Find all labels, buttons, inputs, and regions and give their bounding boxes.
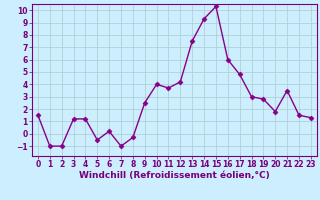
- X-axis label: Windchill (Refroidissement éolien,°C): Windchill (Refroidissement éolien,°C): [79, 171, 270, 180]
